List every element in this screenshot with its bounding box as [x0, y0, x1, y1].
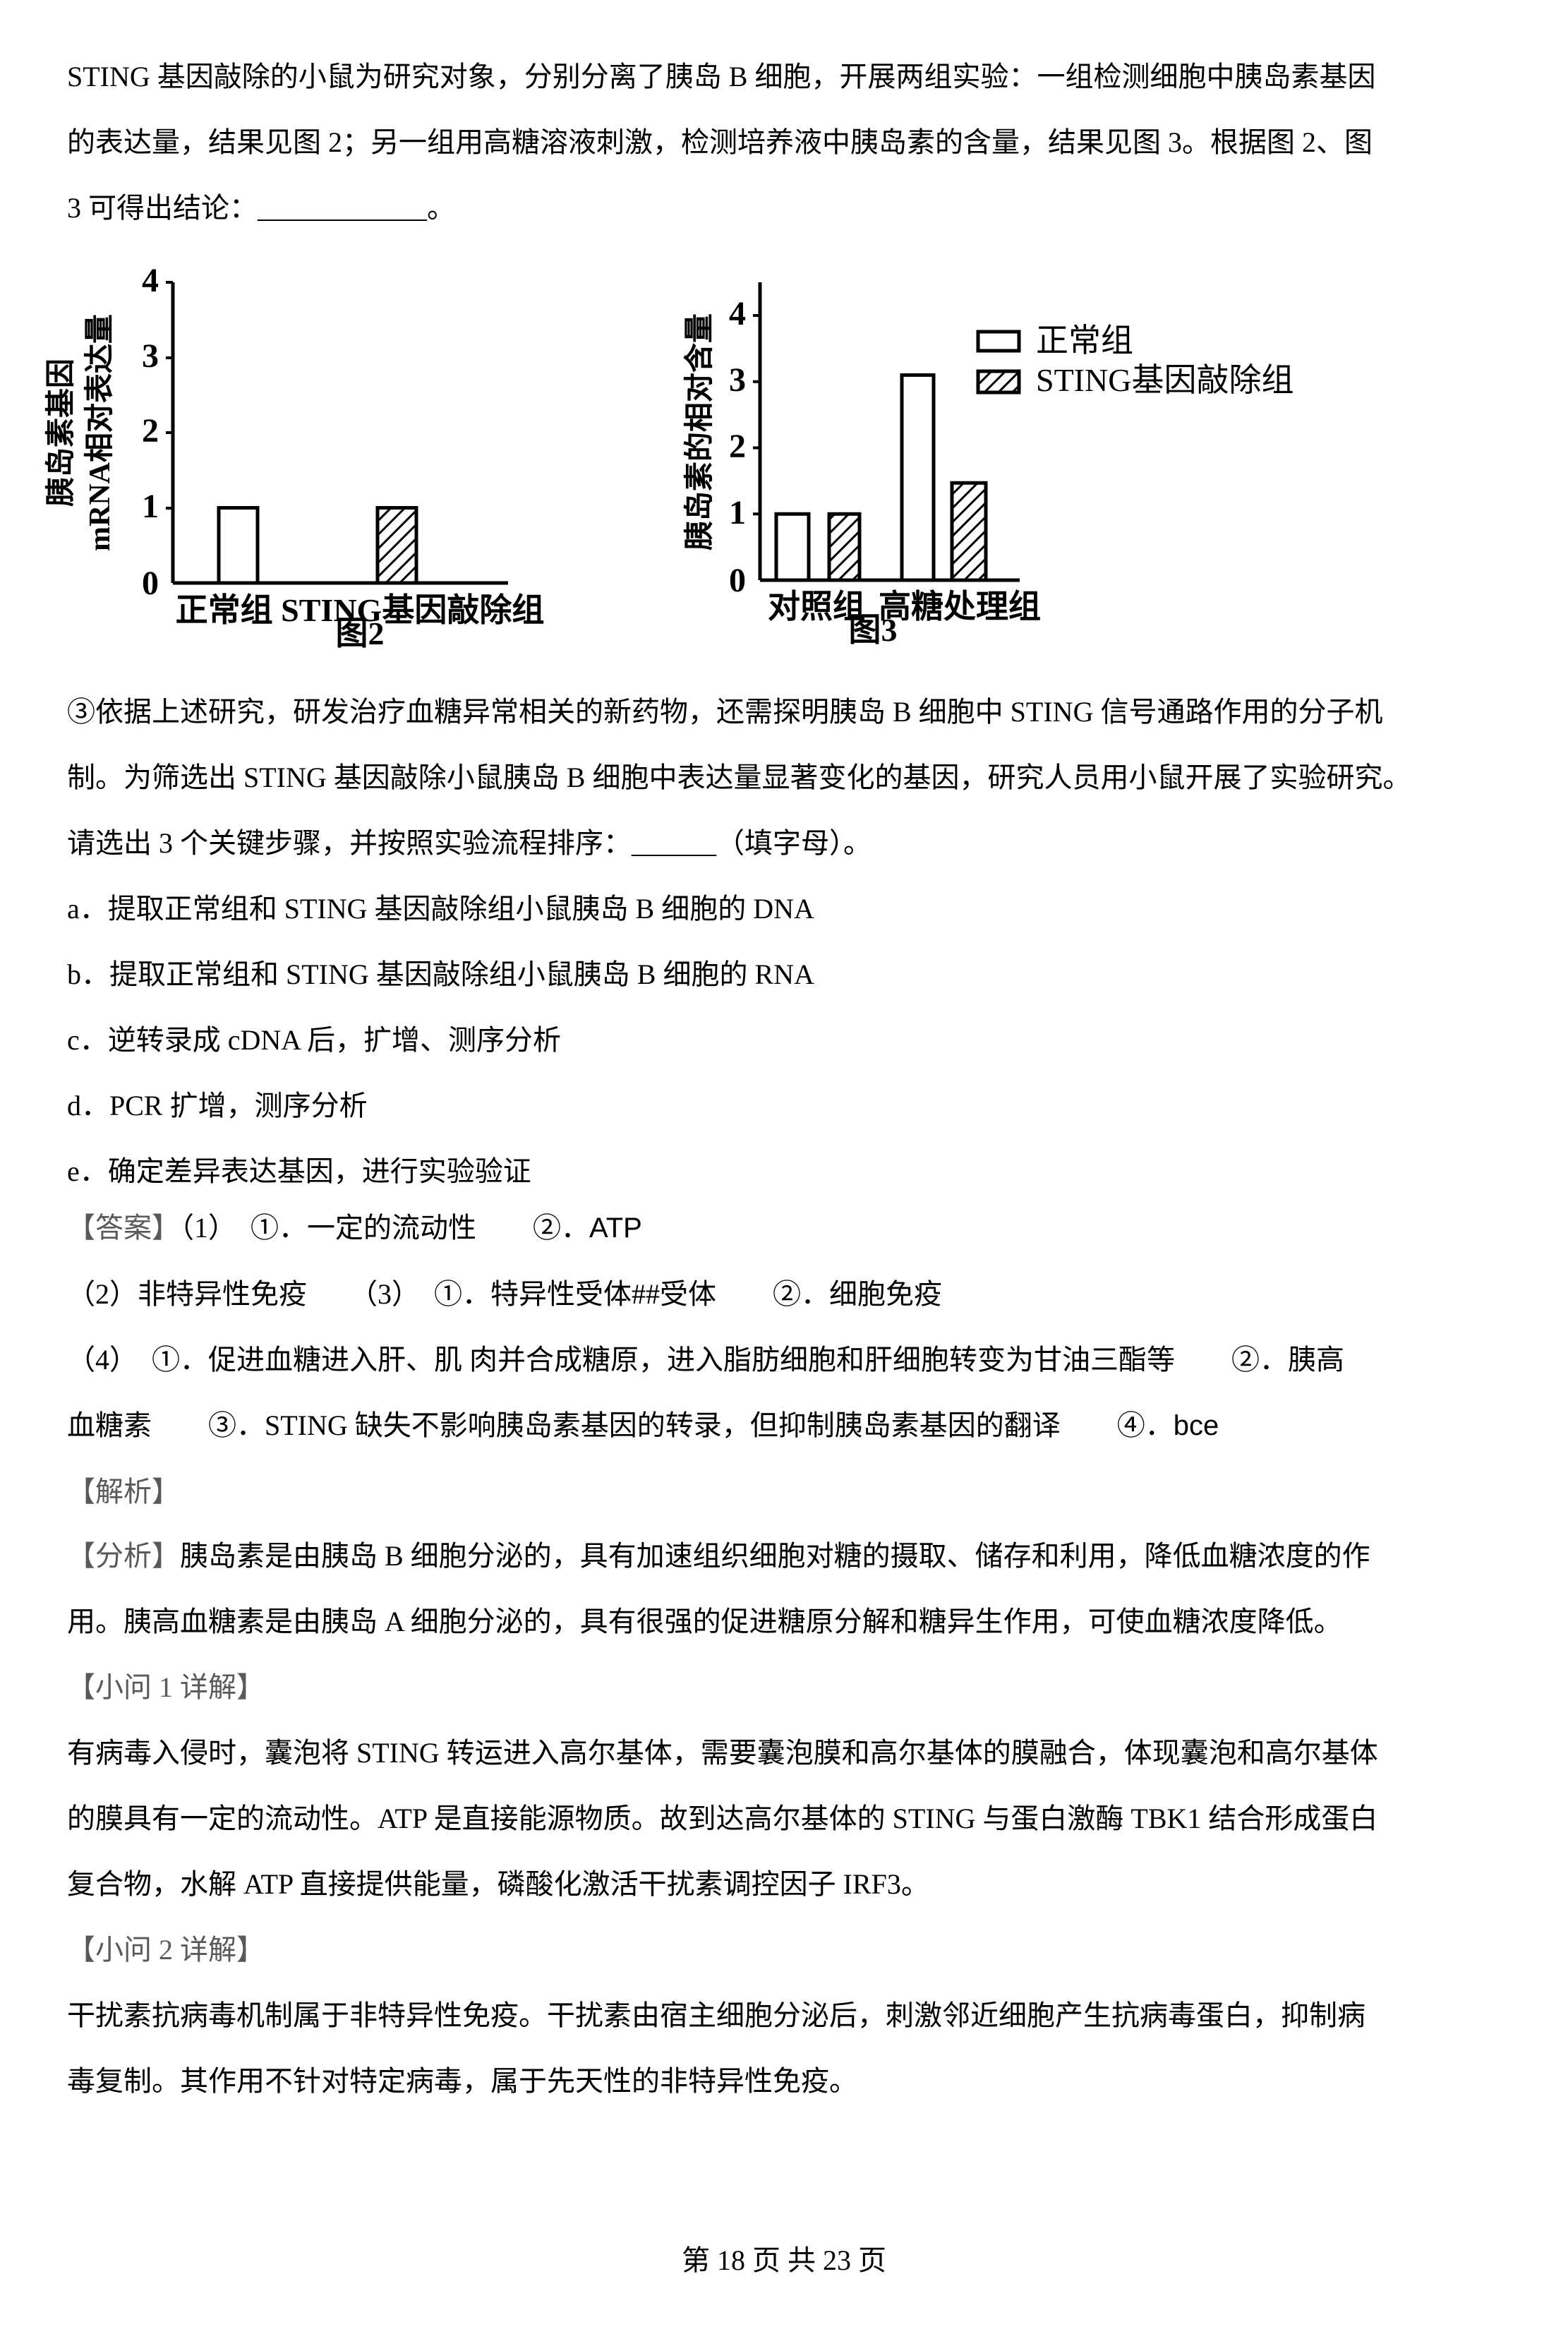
svg-text:胰岛素的相对含量: 胰岛素的相对含量: [683, 313, 716, 551]
svg-text:高糖处理组: 高糖处理组: [879, 589, 1041, 625]
svg-text:mRNA相对表达量: mRNA相对表达量: [83, 314, 116, 551]
svg-text:0: 0: [142, 565, 159, 602]
svg-text:4: 4: [142, 268, 159, 299]
svg-text:4: 4: [729, 295, 746, 332]
svg-text:正常组: 正常组: [1036, 323, 1133, 359]
svg-text:3: 3: [729, 361, 746, 399]
svg-text:0: 0: [729, 562, 746, 599]
svg-text:胰岛素基因: 胰岛素基因: [44, 359, 78, 507]
svg-text:图3: 图3: [849, 612, 898, 648]
svg-text:1: 1: [142, 488, 159, 525]
svg-text:STING基因敲除组: STING基因敲除组: [1036, 362, 1293, 398]
svg-text:2: 2: [729, 428, 746, 465]
svg-text:3: 3: [142, 337, 159, 375]
svg-text:1: 1: [729, 494, 746, 531]
svg-text:2: 2: [142, 412, 159, 450]
svg-text:图2: 图2: [336, 615, 385, 649]
